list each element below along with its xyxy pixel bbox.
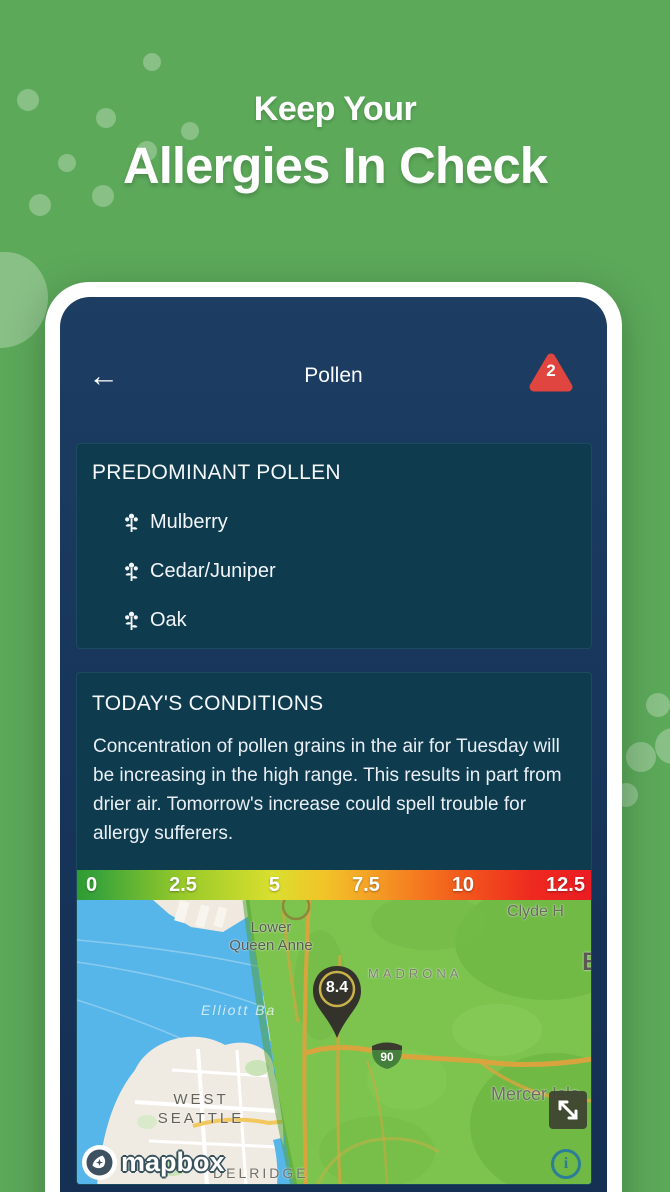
decorative-dot: [646, 693, 670, 717]
decorative-dot: [655, 728, 670, 764]
alert-count: 2: [546, 361, 556, 380]
pollen-value-marker[interactable]: 8.4: [309, 962, 365, 1042]
todays-conditions-heading: TODAY'S CONDITIONS: [92, 692, 324, 715]
predominant-pollen-card: PREDOMINANT POLLEN Mulberry: [76, 443, 592, 649]
phone-mockup: ← Pollen 2 PREDOMINANT POLLEN: [45, 282, 622, 1192]
mapbox-logo[interactable]: mapbox: [82, 1145, 225, 1180]
page-title: Pollen: [304, 364, 363, 387]
app-screen: ← Pollen 2 PREDOMINANT POLLEN: [60, 297, 607, 1192]
highway-90-shield: 90: [369, 1038, 405, 1070]
pollen-map[interactable]: Lower Queen Anne MADRONA Clyde H B Ellio…: [77, 900, 591, 1184]
decorative-dot: [137, 141, 157, 161]
hero-line1: Keep Your: [253, 90, 417, 128]
pollen-item-oak: Oak: [124, 609, 576, 632]
expand-map-button[interactable]: [549, 1091, 587, 1129]
decorative-dot: [626, 742, 656, 772]
flower-icon: [124, 611, 139, 631]
decorative-dot: [17, 89, 39, 111]
map-label-lower-queen-anne: Lower Queen Anne: [229, 919, 313, 954]
hero-line2: Allergies In Check: [122, 137, 548, 194]
todays-conditions-card: TODAY'S CONDITIONS Concentration of poll…: [76, 672, 592, 1185]
pollen-item-label: Mulberry: [150, 511, 228, 533]
expand-arrows-icon: [558, 1100, 578, 1120]
predominant-pollen-heading: PREDOMINANT POLLEN: [92, 461, 341, 484]
map-label-west-seattle: WEST SEATTLE: [157, 1091, 245, 1127]
pollen-item-cedar-juniper: Cedar/Juniper: [124, 560, 576, 583]
marker-value: 8.4: [325, 979, 349, 996]
decorative-dot: [143, 53, 161, 71]
app-header: ← Pollen 2: [60, 353, 607, 397]
pollen-item-label: Cedar/Juniper: [150, 560, 276, 582]
scale-tick-10: 10: [451, 873, 475, 896]
map-label-delridge: DELRIDGE: [213, 1165, 309, 1181]
decorative-dot: [29, 194, 51, 216]
back-arrow-icon[interactable]: ←: [88, 358, 119, 393]
decorative-dot: [92, 185, 114, 207]
flower-icon: [124, 513, 139, 533]
mapbox-wordmark: mapbox: [121, 1147, 225, 1177]
map-pin-icon: [313, 966, 361, 1038]
conditions-text: Concentration of pollen grains in the ai…: [93, 736, 562, 844]
map-label-elliott-bay: Elliott Ba: [201, 1002, 277, 1018]
flower-icon: [124, 562, 139, 582]
map-label-clyde-hill: Clyde H: [507, 903, 564, 920]
alert-badge[interactable]: 2: [527, 351, 575, 395]
decorative-blob: [0, 252, 48, 348]
scale-tick-0: 0: [86, 873, 98, 896]
map-label-madrona: MADRONA: [368, 966, 463, 981]
decorative-dot: [58, 154, 76, 172]
pollen-item-mulberry: Mulberry: [124, 511, 576, 534]
decorative-dot: [181, 122, 199, 140]
scale-tick-2-5: 2.5: [169, 873, 197, 896]
pollen-item-label: Oak: [150, 609, 187, 631]
decorative-dot: [96, 108, 116, 128]
map-label-bellevue-partial: B: [582, 948, 591, 977]
mapbox-circle-icon: [82, 1145, 117, 1180]
warning-triangle-icon: [529, 353, 573, 392]
scale-tick-5: 5: [268, 873, 281, 896]
scale-tick-12-5: 12.5: [546, 873, 585, 896]
map-info-button[interactable]: i: [551, 1149, 581, 1179]
scale-tick-7-5: 7.5: [352, 873, 380, 896]
hero-title: Keep Your Allergies In Check: [0, 90, 670, 195]
pollen-scale-bar: 0 2.5 5 7.5 10 12.5: [77, 870, 591, 900]
